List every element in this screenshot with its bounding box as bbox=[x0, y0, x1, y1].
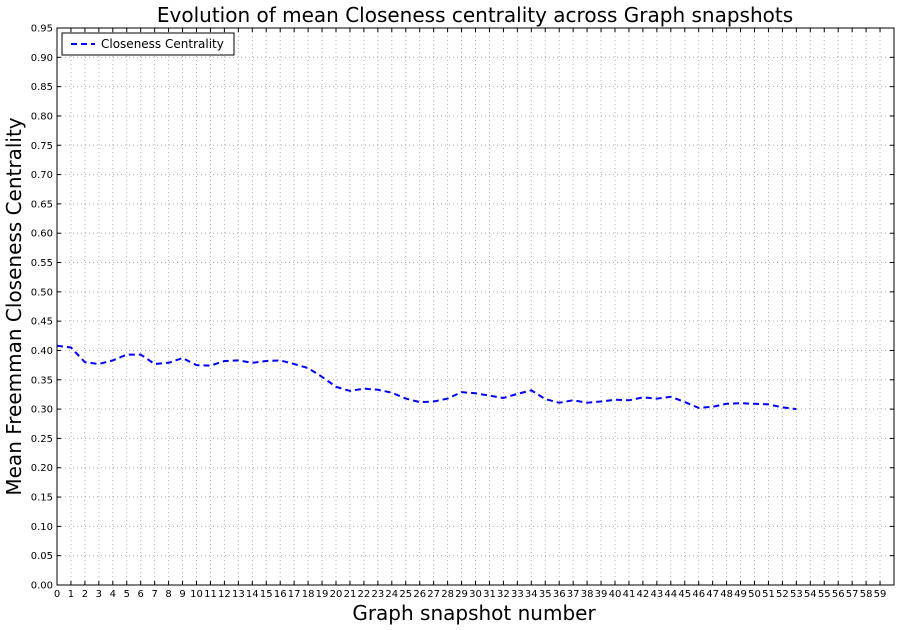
x-tick-label: 42 bbox=[637, 589, 650, 600]
x-tick-label: 1 bbox=[68, 589, 74, 600]
y-tick-label: 0.55 bbox=[31, 258, 53, 269]
y-tick-label: 0.10 bbox=[31, 522, 53, 533]
x-tick-label: 35 bbox=[539, 589, 552, 600]
x-tick-label: 51 bbox=[762, 589, 775, 600]
x-tick-label: 19 bbox=[316, 589, 329, 600]
x-tick-label: 38 bbox=[581, 589, 594, 600]
x-tick-label: 53 bbox=[790, 589, 803, 600]
x-tick-label: 49 bbox=[734, 589, 747, 600]
x-tick-label: 57 bbox=[846, 589, 859, 600]
y-tick-label: 0.75 bbox=[31, 141, 53, 152]
x-tick-label: 50 bbox=[748, 589, 761, 600]
x-tick-label: 11 bbox=[204, 589, 217, 600]
y-tick-label: 0.25 bbox=[31, 434, 53, 445]
x-tick-label: 29 bbox=[455, 589, 468, 600]
y-tick-label: 0.05 bbox=[31, 551, 53, 562]
x-tick-label: 6 bbox=[138, 589, 144, 600]
y-tick-label: 0.90 bbox=[31, 53, 53, 64]
x-tick-label: 16 bbox=[274, 589, 287, 600]
x-tick-label: 0 bbox=[54, 589, 60, 600]
x-tick-label: 4 bbox=[110, 589, 116, 600]
x-tick-label: 25 bbox=[399, 589, 412, 600]
x-tick-label: 10 bbox=[190, 589, 203, 600]
x-tick-label: 43 bbox=[650, 589, 663, 600]
x-tick-label: 54 bbox=[804, 589, 817, 600]
y-tick-label: 0.95 bbox=[31, 24, 53, 35]
x-tick-label: 32 bbox=[497, 589, 510, 600]
x-tick-label: 30 bbox=[469, 589, 482, 600]
x-tick-label: 36 bbox=[553, 589, 566, 600]
x-axis-label: Graph snapshot number bbox=[352, 601, 596, 625]
y-tick-label: 0.85 bbox=[31, 82, 53, 93]
y-tick-label: 0.60 bbox=[31, 229, 53, 240]
x-tick-label: 23 bbox=[371, 589, 384, 600]
y-tick-label: 0.40 bbox=[31, 346, 53, 357]
y-axis-ticks: 0.00 0.05 0.10 0.15 0.20 0.25 0.30 0.35 0.40 0.45… bbox=[31, 24, 894, 592]
x-tick-label: 21 bbox=[344, 589, 357, 600]
x-tick-label: 22 bbox=[358, 589, 371, 600]
x-tick-label: 26 bbox=[413, 589, 426, 600]
x-tick-label: 17 bbox=[288, 589, 301, 600]
x-tick-label: 14 bbox=[246, 589, 259, 600]
x-tick-label: 34 bbox=[525, 589, 538, 600]
x-tick-label: 39 bbox=[595, 589, 608, 600]
x-tick-label: 40 bbox=[609, 589, 622, 600]
x-tick-label: 56 bbox=[832, 589, 845, 600]
x-tick-label: 41 bbox=[623, 589, 636, 600]
y-tick-label: 0.00 bbox=[31, 581, 53, 592]
y-tick-label: 0.45 bbox=[31, 317, 53, 328]
x-tick-label: 24 bbox=[385, 589, 398, 600]
y-tick-label: 0.65 bbox=[31, 199, 53, 210]
plot-frame bbox=[56, 27, 895, 586]
y-axis-label: Mean Freemman Closeness Centrality bbox=[2, 117, 26, 495]
x-tick-label: 45 bbox=[678, 589, 691, 600]
y-tick-label: 0.50 bbox=[31, 287, 53, 298]
chart-title: Evolution of mean Closeness centrality a… bbox=[157, 3, 793, 27]
x-tick-label: 12 bbox=[218, 589, 231, 600]
x-tick-label: 33 bbox=[511, 589, 524, 600]
x-tick-label: 55 bbox=[818, 589, 831, 600]
x-tick-label: 8 bbox=[165, 589, 171, 600]
data-series bbox=[56, 344, 797, 411]
x-tick-label: 46 bbox=[692, 589, 705, 600]
x-tick-label: 28 bbox=[441, 589, 454, 600]
x-tick-label: 27 bbox=[427, 589, 440, 600]
legend-entry-closeness-centrality: Closeness Centrality bbox=[101, 37, 224, 51]
x-axis-ticks: 0 1 2 3 4 5 6 7 8 9 10 11 12 13 14 15 16 17 18 19 20 21 22 23 24… bbox=[54, 28, 887, 600]
x-tick-label: 31 bbox=[483, 589, 496, 600]
x-tick-label: 59 bbox=[874, 589, 887, 600]
x-tick-label: 7 bbox=[151, 589, 157, 600]
x-tick-label: 20 bbox=[330, 589, 343, 600]
y-tick-label: 0.70 bbox=[31, 170, 53, 181]
x-tick-label: 37 bbox=[567, 589, 580, 600]
x-tick-label: 15 bbox=[260, 589, 273, 600]
x-tick-label: 2 bbox=[82, 589, 88, 600]
x-tick-label: 13 bbox=[232, 589, 245, 600]
x-tick-label: 18 bbox=[302, 589, 315, 600]
x-tick-label: 9 bbox=[179, 589, 185, 600]
grid-lines bbox=[57, 28, 894, 585]
y-tick-label: 0.20 bbox=[31, 463, 53, 474]
x-tick-label: 5 bbox=[124, 589, 130, 600]
x-tick-label: 47 bbox=[706, 589, 719, 600]
y-tick-label: 0.30 bbox=[31, 405, 53, 416]
x-tick-label: 3 bbox=[96, 589, 102, 600]
y-tick-label: 0.80 bbox=[31, 111, 53, 122]
x-tick-label: 44 bbox=[664, 589, 677, 600]
x-tick-label: 48 bbox=[720, 589, 733, 600]
x-tick-label: 58 bbox=[860, 589, 873, 600]
x-tick-label: 52 bbox=[776, 589, 789, 600]
legend-box bbox=[61, 32, 235, 56]
y-tick-label: 0.15 bbox=[31, 493, 53, 504]
legend: Closeness Centrality bbox=[61, 32, 235, 56]
series-line-closeness-centrality bbox=[56, 344, 797, 411]
y-tick-label: 0.35 bbox=[31, 375, 53, 386]
